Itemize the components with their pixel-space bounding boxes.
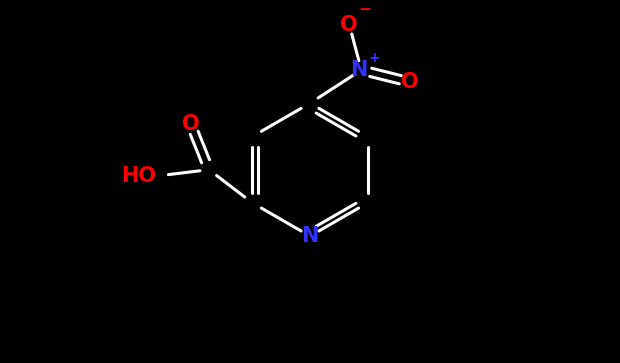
Text: +: + [369, 51, 381, 65]
Text: −: − [358, 2, 371, 17]
Text: N: N [301, 226, 319, 246]
Text: O: O [182, 114, 200, 134]
Text: O: O [340, 15, 358, 35]
Text: HO: HO [122, 166, 156, 186]
Text: N: N [350, 60, 367, 80]
Text: O: O [401, 72, 418, 92]
